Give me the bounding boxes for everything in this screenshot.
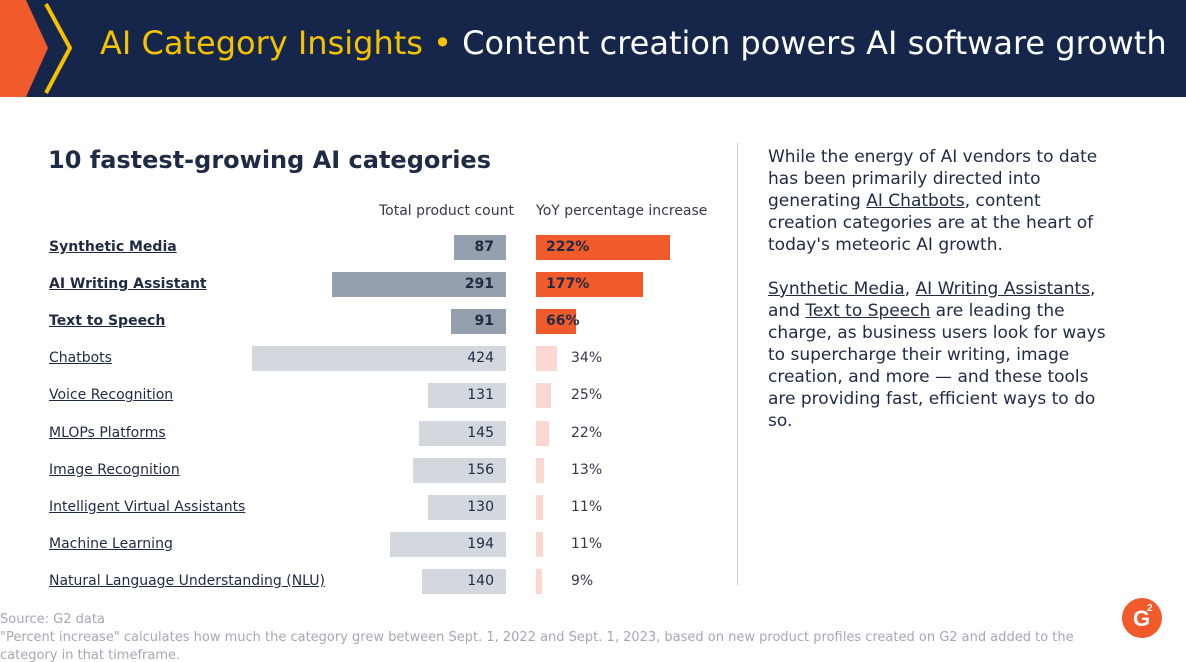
yoy-value: 9% — [571, 573, 594, 589]
link-ai-writing-assistants[interactable]: AI Writing Assistants — [915, 279, 1091, 299]
yoy-value: 222% — [546, 239, 590, 255]
column-header-count: Total product count — [379, 203, 514, 219]
link-synthetic-media[interactable]: Synthetic Media — [768, 279, 905, 299]
count-bar — [390, 532, 506, 557]
count-value: 194 — [467, 536, 494, 552]
title-accent: AI Category Insights — [100, 24, 423, 62]
logo-letter: G — [1133, 606, 1151, 631]
footer-note-line-1: "Percent increase" calculates how much t… — [0, 630, 1074, 645]
yoy-bar — [536, 458, 544, 483]
title-separator: • — [433, 24, 452, 62]
count-bar — [332, 272, 506, 297]
count-bar — [419, 421, 506, 446]
count-value: 91 — [474, 313, 494, 329]
header-banner: AI Category Insights • Content creation … — [0, 0, 1186, 97]
yoy-bar — [536, 421, 549, 446]
p2-text-after: are leading the charge, as business user… — [768, 301, 1106, 431]
chevron-arrow-icon — [0, 0, 73, 97]
yoy-value: 13% — [571, 462, 603, 478]
count-value: 291 — [464, 276, 494, 292]
category-label-intelligent-virtual-assistants[interactable]: Intelligent Virtual Assistants — [49, 499, 246, 515]
yoy-value: 177% — [546, 276, 590, 292]
yoy-value: 25% — [571, 387, 603, 403]
count-bar — [413, 458, 506, 483]
count-bar — [451, 309, 506, 334]
yoy-bar — [536, 346, 557, 371]
count-value: 130 — [467, 499, 494, 515]
category-label-text-to-speech[interactable]: Text to Speech — [49, 313, 166, 329]
category-label-image-recognition[interactable]: Image Recognition — [49, 462, 180, 478]
category-label-chatbots[interactable]: Chatbots — [49, 350, 112, 366]
link-text-to-speech[interactable]: Text to Speech — [805, 301, 931, 321]
yoy-value: 11% — [571, 499, 603, 515]
sidebar-paragraph-1: While the energy of AI vendors to date h… — [768, 146, 1108, 256]
count-bar — [428, 495, 506, 520]
yoy-bar — [536, 272, 643, 297]
yoy-value: 66% — [546, 313, 580, 329]
count-value: 156 — [467, 462, 494, 478]
p2-sep-1: , — [904, 279, 916, 299]
category-label-ai-writing-assistant[interactable]: AI Writing Assistant — [49, 276, 207, 292]
category-label-machine-learning[interactable]: Machine Learning — [49, 536, 173, 552]
footer-note-line-2: category in that timeframe. — [0, 648, 181, 662]
count-value: 424 — [467, 350, 494, 366]
p2-sep-2: , and — [768, 279, 1096, 321]
category-label-synthetic-media[interactable]: Synthetic Media — [49, 239, 177, 255]
footer-source: Source: G2 data — [0, 612, 105, 627]
yoy-bar — [536, 532, 543, 557]
yoy-value: 11% — [571, 536, 603, 552]
link-ai-chatbots[interactable]: AI Chatbots — [866, 191, 965, 211]
yoy-bar — [536, 383, 551, 408]
page-title: AI Category Insights • Content creation … — [100, 24, 1167, 62]
count-value: 131 — [467, 387, 494, 403]
category-label-natural-language-understanding-nlu[interactable]: Natural Language Understanding (NLU) — [49, 573, 325, 589]
yoy-bar — [536, 235, 670, 260]
column-header-yoy: YoY percentage increase — [536, 203, 708, 219]
sidebar-paragraph-2: Synthetic Media, AI Writing Assistants, … — [768, 278, 1108, 432]
yoy-bar — [536, 495, 543, 520]
category-label-voice-recognition[interactable]: Voice Recognition — [49, 387, 174, 403]
yoy-bar — [536, 309, 576, 334]
yoy-bar — [536, 569, 542, 594]
count-bar — [428, 383, 506, 408]
yoy-value: 34% — [571, 350, 603, 366]
p1-text-before: While the energy of AI vendors to date h… — [768, 147, 1098, 211]
count-bar — [454, 235, 506, 260]
vertical-divider — [737, 143, 738, 585]
count-bar — [252, 346, 506, 371]
title-main: Content creation powers AI software grow… — [462, 24, 1167, 62]
logo-superscript: 2 — [1147, 603, 1153, 614]
yoy-value: 22% — [571, 425, 603, 441]
count-value: 140 — [467, 573, 494, 589]
chart-title: 10 fastest-growing AI categories — [48, 146, 491, 174]
count-bar — [422, 569, 506, 594]
category-label-mlops-platforms[interactable]: MLOPs Platforms — [49, 425, 166, 441]
count-value: 145 — [467, 425, 494, 441]
g2-logo: G 2 — [1122, 598, 1162, 638]
p1-text-after: , content creation categories are at the… — [768, 191, 1094, 255]
count-value: 87 — [474, 239, 494, 255]
